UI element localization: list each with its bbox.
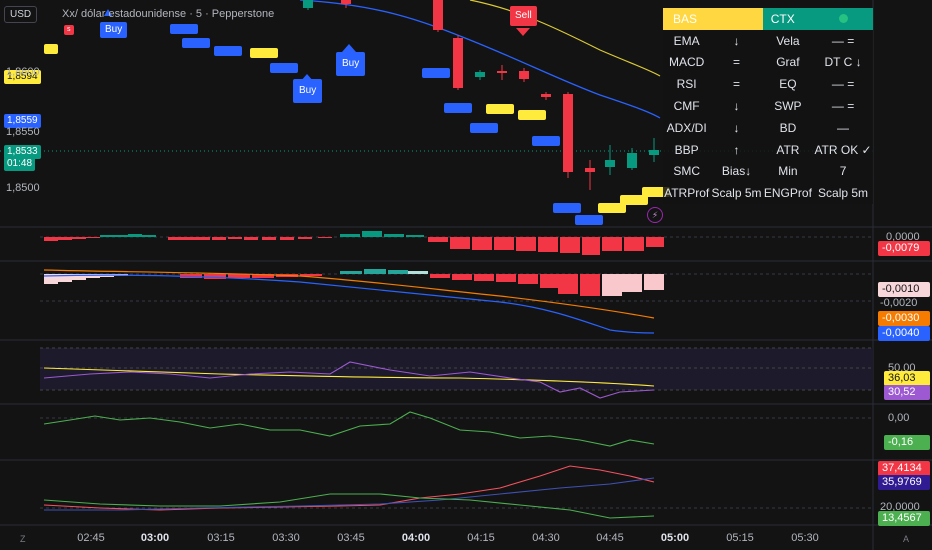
price-label-2: 1,8550 [6, 126, 40, 138]
histogram-pane-1 [40, 231, 873, 255]
signal-chip [553, 203, 581, 213]
panel-head-bas: BAS [663, 8, 711, 30]
panel-row: ATRProf Scalp 5m ENGProf Scalp 5m [664, 186, 869, 201]
time-label: 04:15 [467, 532, 495, 544]
left-price-tag-yellow: 1,8594 [4, 70, 41, 84]
pane5-value-tag: 35,9769 [878, 475, 930, 490]
time-label: 03:45 [337, 532, 365, 544]
signal-chip [44, 44, 58, 54]
signal-chip [250, 48, 278, 58]
signal-chip: s [64, 25, 74, 35]
panel-row: CMF ↓ SWP — = [673, 99, 855, 114]
time-label: 02:45 [77, 532, 105, 544]
panel-row: RSI = EQ — = [676, 77, 855, 92]
signal-chip [532, 136, 560, 146]
symbol-title: Xx/ dólar estadounidense · 5 · Peppersto… [62, 8, 275, 20]
time-label: 05:30 [791, 532, 819, 544]
time-label: 04:45 [596, 532, 624, 544]
pane4-value-tag: -0,16 [884, 435, 930, 450]
buy-signal[interactable]: Buy [336, 52, 366, 76]
pane5-value-tag: 13,4567 [878, 511, 930, 526]
candles [303, 0, 659, 190]
signal-chip [444, 103, 472, 113]
time-label: 04:30 [532, 532, 560, 544]
status-panel: BAS CTX EMA ↓ Vela — = MACD = Graf DT C ↓ RS… [663, 8, 873, 205]
pane2-value-tag: -0,0030 [878, 311, 930, 326]
signal-chip [642, 187, 670, 197]
signal-chip [182, 38, 210, 48]
panel-row: SMC Bias↓ Min 7 [673, 164, 847, 179]
pane2-level-label: -0,0020 [880, 297, 918, 309]
status-dot-icon [838, 13, 848, 23]
histogram-pane-2 [40, 269, 873, 334]
signal-chip [620, 195, 648, 205]
time-label: 04:00 [401, 532, 431, 544]
pane3-value-tag: 30,52 [884, 385, 930, 400]
oscillator-pane [40, 411, 873, 447]
panel-row: EMA ↓ Vela — = [673, 33, 855, 48]
signal-chip [598, 203, 626, 213]
signal-chip [422, 68, 450, 78]
signal-chip [486, 104, 514, 114]
pane2-value-tag: -0,0010 [878, 282, 930, 297]
signal-chip [470, 123, 498, 133]
pane3-value-tag: 36,03 [884, 371, 930, 386]
time-label: 03:30 [272, 532, 300, 544]
signal-chip [214, 46, 242, 56]
left-price-tag-green: 1,8533 [4, 145, 41, 159]
timezone-icon[interactable]: Z [20, 534, 26, 544]
auto-scale-icon[interactable]: A [903, 534, 910, 544]
panel-row: BBP ↑ ATR ATR OK ✓ [674, 142, 872, 157]
pane5-value-tag: 37,4134 [878, 461, 930, 476]
lightning-icon[interactable]: ⚡ [647, 207, 663, 223]
panel-row: ADX/DI ↓ BD — [666, 120, 850, 135]
buy-signal[interactable]: Buy [293, 79, 323, 103]
time-label: 05:00 [660, 532, 690, 544]
time-label: 05:15 [726, 532, 754, 544]
adx-pane [40, 465, 873, 519]
pane2-value-tag: -0,0040 [878, 326, 930, 341]
price-label-3: 1,8500 [6, 182, 40, 194]
currency-button[interactable]: USD [4, 6, 38, 23]
time-label: 03:00 [140, 532, 170, 544]
signal-chip [270, 63, 298, 73]
countdown-timer: 01:48 [4, 157, 36, 171]
signal-chip [575, 215, 603, 225]
left-price-tag-blue: 1,8559 [4, 114, 41, 128]
signal-chip [518, 110, 546, 120]
pane1-value-tag: -0,0079 [878, 241, 930, 256]
signal-chip [170, 24, 198, 34]
rsi-pane [40, 347, 873, 399]
pane1-zero-label: 0,0000 [886, 231, 920, 243]
price-label-1: 1,8600 [6, 66, 40, 78]
panel-row: MACD = Graf DT C ↓ [668, 55, 862, 70]
panel-head-ctx: CTX [762, 8, 814, 30]
sell-signal[interactable]: Sell [510, 6, 537, 26]
time-label: 03:15 [207, 532, 235, 544]
pane5-level-label: 20,0000 [880, 501, 920, 513]
pane4-zero-label: 0,00 [888, 412, 910, 424]
buy-signal[interactable]: Buy [100, 22, 128, 38]
